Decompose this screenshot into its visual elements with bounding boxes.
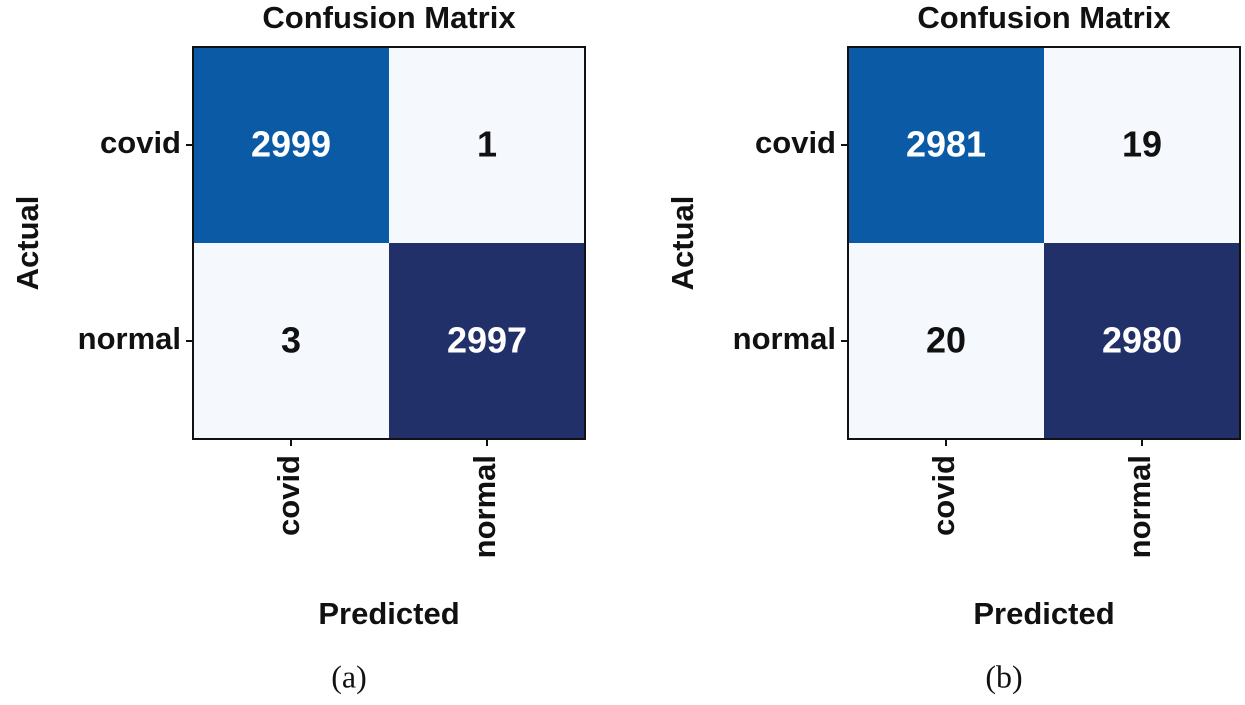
plot-frame	[192, 46, 586, 440]
y-tick-label: covid	[100, 125, 181, 160]
y-axis-label: Actual	[665, 196, 700, 291]
caption: (b)	[985, 658, 1022, 694]
cell	[1044, 243, 1240, 439]
cell	[389, 243, 585, 439]
x-tick-label: normal	[467, 455, 502, 558]
x-tick-label: covid	[271, 455, 306, 536]
x-tick-label: normal	[1122, 455, 1157, 558]
cell-value: 2981	[906, 124, 986, 165]
cell	[848, 243, 1044, 439]
y-tick-label: normal	[78, 321, 181, 356]
plot-frame	[847, 46, 1241, 440]
chart-title: Confusion Matrix	[917, 0, 1171, 35]
cell-value: 19	[1122, 124, 1162, 165]
panel: Confusion Matrix 2999 1 3 2997 covid normal cov…	[10, 0, 586, 694]
cell-value: 20	[926, 320, 966, 361]
y-tick-label: normal	[733, 321, 836, 356]
cell-value: 2997	[447, 320, 527, 361]
cell-value: 1	[477, 124, 497, 165]
chart-title: Confusion Matrix	[262, 0, 516, 35]
x-axis-label: Predicted	[318, 596, 459, 631]
cell	[193, 243, 389, 439]
cell	[193, 47, 389, 243]
cell-value: 3	[281, 320, 301, 361]
cell	[848, 47, 1044, 243]
y-axis-label: Actual	[10, 196, 45, 291]
cell-value: 2980	[1102, 320, 1182, 361]
y-tick-label: covid	[755, 125, 836, 160]
x-tick-label: covid	[926, 455, 961, 536]
x-axis-label: Predicted	[973, 596, 1114, 631]
cell	[1044, 47, 1240, 243]
cell	[389, 47, 585, 243]
cell-value: 2999	[251, 124, 331, 165]
panel: Confusion Matrix 2981 19 20 2980 covid normal c…	[665, 0, 1241, 694]
caption: (a)	[331, 658, 367, 694]
